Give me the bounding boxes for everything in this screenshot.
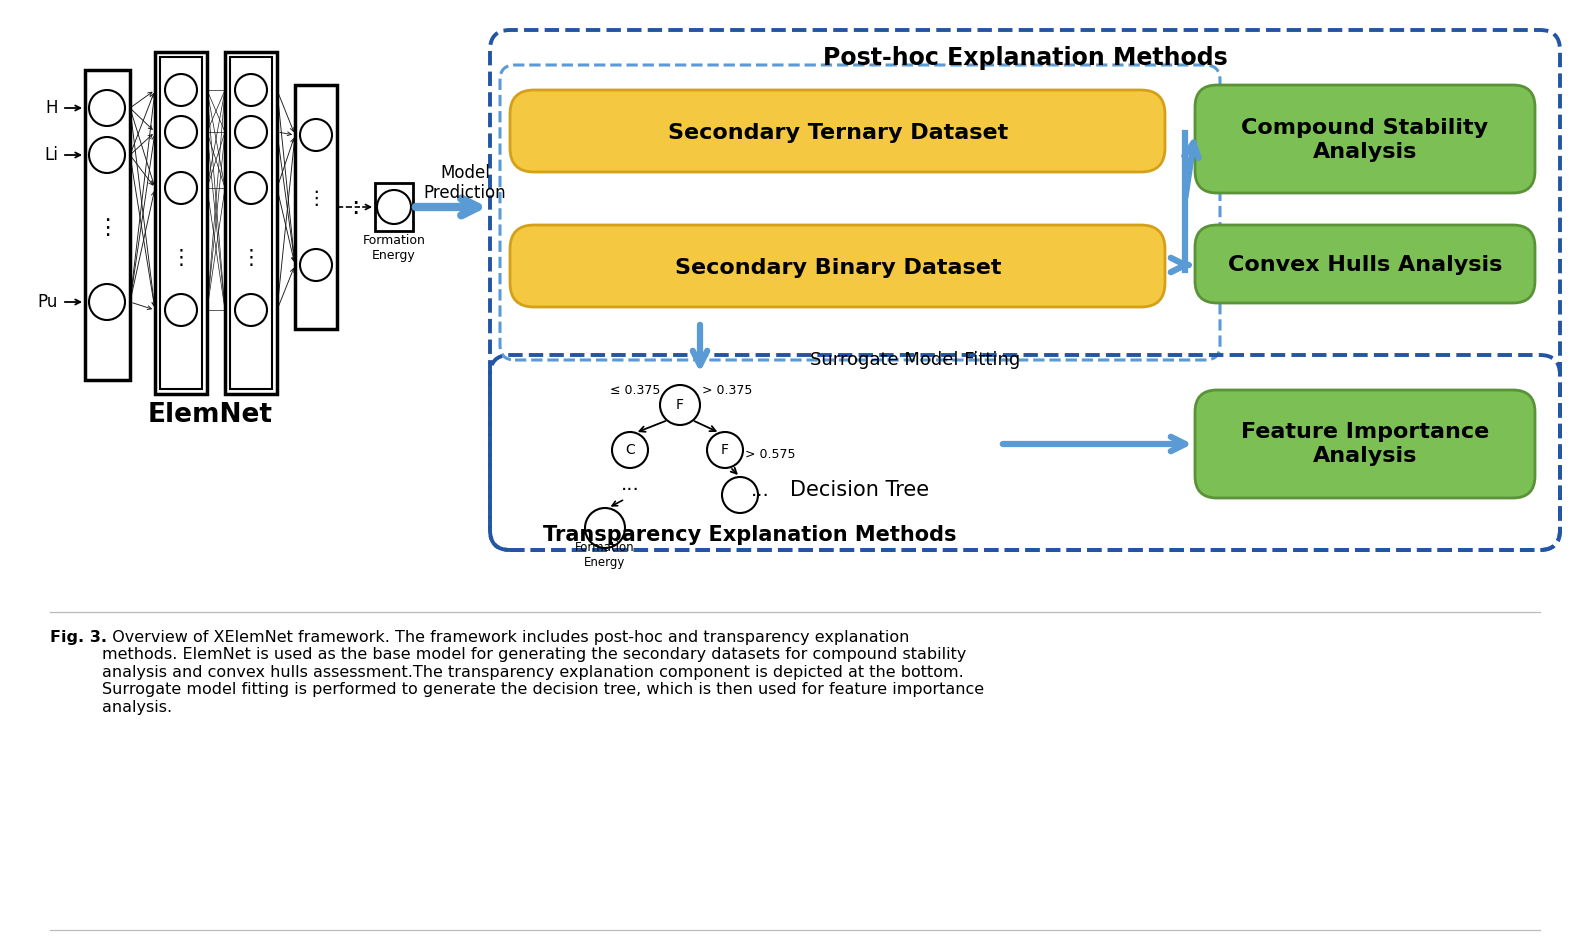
Bar <box>160 57 201 389</box>
Text: Model
Prediction: Model Prediction <box>424 164 506 202</box>
Text: F: F <box>676 398 684 412</box>
Circle shape <box>722 477 758 513</box>
Text: Secondary Binary Dataset: Secondary Binary Dataset <box>674 258 1001 278</box>
Circle shape <box>90 284 126 320</box>
Text: > 0.575: > 0.575 <box>745 448 795 462</box>
Circle shape <box>707 432 744 468</box>
FancyBboxPatch shape <box>1195 390 1534 498</box>
Circle shape <box>234 172 267 204</box>
Circle shape <box>90 137 126 173</box>
Text: Feature Importance
Analysis: Feature Importance Analysis <box>1240 423 1489 465</box>
Bar <box>156 52 208 394</box>
Text: ...: ... <box>621 476 640 495</box>
Bar <box>85 70 130 380</box>
Text: Convex Hulls Analysis: Convex Hulls Analysis <box>1228 255 1503 275</box>
Text: Li: Li <box>44 146 58 164</box>
Text: H: H <box>46 99 58 117</box>
FancyBboxPatch shape <box>1195 225 1534 303</box>
Text: > 0.375: > 0.375 <box>703 383 753 396</box>
Text: :: : <box>351 195 358 219</box>
Circle shape <box>234 116 267 148</box>
Circle shape <box>234 74 267 106</box>
Circle shape <box>165 74 196 106</box>
Circle shape <box>585 508 626 548</box>
FancyBboxPatch shape <box>1195 85 1534 193</box>
Text: Formation
Energy: Formation Energy <box>575 541 635 569</box>
Circle shape <box>165 294 196 326</box>
Text: Formation
Energy: Formation Energy <box>363 234 426 262</box>
Bar <box>296 85 336 329</box>
Text: F: F <box>722 443 729 457</box>
Text: Transparency Explanation Methods: Transparency Explanation Methods <box>544 525 957 545</box>
FancyBboxPatch shape <box>509 225 1165 307</box>
Text: Compound Stability
Analysis: Compound Stability Analysis <box>1242 118 1489 162</box>
Text: ElemNet: ElemNet <box>148 402 272 428</box>
Circle shape <box>300 249 332 281</box>
Text: Surrogate Model Fitting: Surrogate Model Fitting <box>810 351 1020 369</box>
Text: ...: ... <box>750 481 769 499</box>
Circle shape <box>90 90 126 126</box>
Circle shape <box>165 116 196 148</box>
Circle shape <box>234 294 267 326</box>
Text: C: C <box>626 443 635 457</box>
Circle shape <box>165 172 196 204</box>
Bar <box>230 57 272 389</box>
Text: ⋮: ⋮ <box>241 248 261 268</box>
Text: Secondary Ternary Dataset: Secondary Ternary Dataset <box>668 123 1008 143</box>
Text: Post-hoc Explanation Methods: Post-hoc Explanation Methods <box>822 46 1228 70</box>
Circle shape <box>377 190 410 224</box>
FancyBboxPatch shape <box>509 90 1165 172</box>
Circle shape <box>300 119 332 151</box>
Text: Pu: Pu <box>38 293 58 311</box>
Text: Fig. 3.: Fig. 3. <box>50 630 107 645</box>
Text: ⋮: ⋮ <box>171 248 192 268</box>
Text: Decision Tree: Decision Tree <box>791 480 929 500</box>
Circle shape <box>612 432 648 468</box>
Bar <box>376 183 413 231</box>
Bar <box>225 52 277 394</box>
Text: ⋮: ⋮ <box>96 218 118 238</box>
Text: ≤ 0.375: ≤ 0.375 <box>610 383 660 396</box>
Text: ⋮: ⋮ <box>307 188 325 207</box>
Text: Overview of XElemNet framework. The framework includes post-hoc and transparency: Overview of XElemNet framework. The fram… <box>102 630 984 714</box>
Circle shape <box>660 385 700 425</box>
